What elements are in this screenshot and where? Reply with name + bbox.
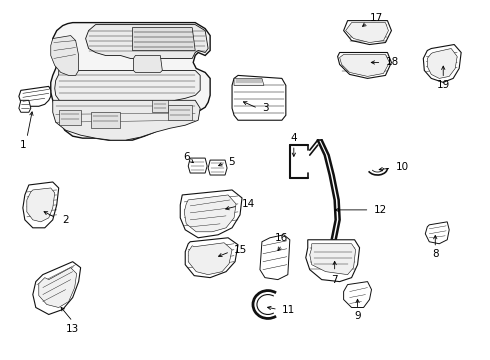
Text: 6: 6 [183,152,190,162]
Polygon shape [27,188,55,222]
Text: 1: 1 [20,140,26,150]
Text: 10: 10 [395,162,409,172]
Polygon shape [185,238,238,278]
Text: 17: 17 [369,13,383,23]
Polygon shape [55,71,200,118]
Polygon shape [23,182,59,228]
Polygon shape [168,105,192,120]
Polygon shape [51,23,210,140]
Polygon shape [343,21,392,45]
Text: 14: 14 [242,199,255,209]
Polygon shape [232,75,286,120]
Polygon shape [338,53,392,78]
Polygon shape [208,160,227,175]
Polygon shape [33,262,81,315]
Text: 7: 7 [331,275,338,285]
Text: 2: 2 [63,215,69,225]
Polygon shape [310,244,356,275]
Polygon shape [19,100,31,112]
Polygon shape [180,190,242,238]
Polygon shape [91,112,121,128]
Polygon shape [425,222,449,244]
Polygon shape [19,86,51,106]
Text: 16: 16 [275,233,289,243]
Text: 19: 19 [437,80,450,90]
Polygon shape [234,78,264,85]
Polygon shape [306,240,360,282]
Text: 13: 13 [66,324,79,334]
Polygon shape [340,54,390,76]
Text: 11: 11 [282,306,295,315]
Text: 5: 5 [228,157,235,167]
Polygon shape [188,158,207,173]
Text: 15: 15 [234,245,247,255]
Polygon shape [188,243,232,275]
Text: 4: 4 [291,133,297,143]
Polygon shape [59,110,81,125]
Polygon shape [152,100,168,112]
Polygon shape [423,45,461,82]
Polygon shape [260,235,290,280]
Text: 18: 18 [386,58,399,67]
Polygon shape [427,49,457,78]
Text: 12: 12 [373,205,387,215]
Text: 8: 8 [432,249,439,259]
Polygon shape [39,268,76,307]
Polygon shape [53,100,200,140]
Polygon shape [343,282,371,307]
Polygon shape [132,28,195,50]
Text: 3: 3 [262,103,269,113]
Polygon shape [86,24,208,58]
Polygon shape [51,36,78,75]
Polygon shape [133,55,162,72]
Text: 9: 9 [354,311,361,321]
Polygon shape [184,195,236,232]
Polygon shape [345,23,389,42]
